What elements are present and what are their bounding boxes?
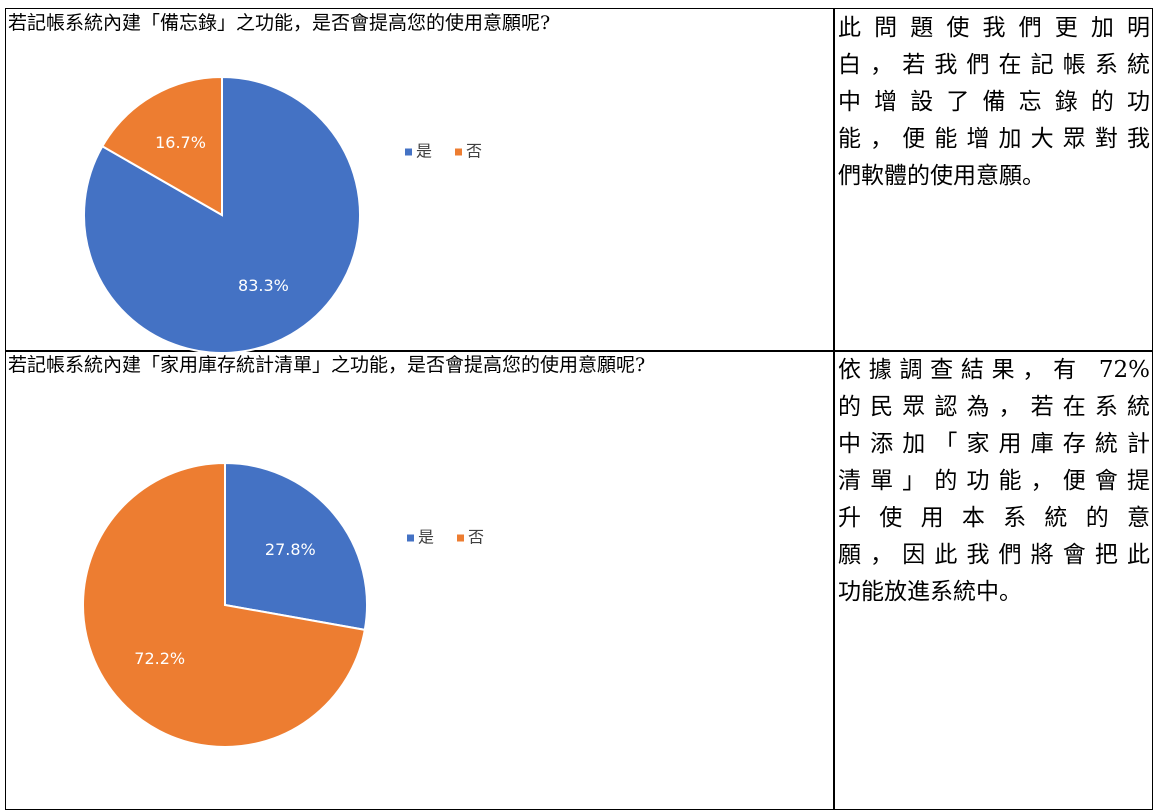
table-cell — [833, 8, 1153, 352]
comment-line: 能，便能增加大眾對我 — [838, 126, 1150, 152]
comment-line: 願，因此我們將會把此 — [838, 542, 1150, 568]
pie-slice — [100, 75, 223, 217]
comment-line: 白，若我們在記帳系統 — [838, 52, 1150, 78]
question: 若記帳系統內建「家用庫存統計清單」之功能，是否會提高您的使用意願呢? — [8, 354, 646, 376]
comment-line: 的民眾認為，若在系統 — [838, 394, 1150, 420]
data-label: 72.2% — [134, 649, 185, 668]
legend-label: 是 — [416, 142, 432, 161]
comment-line: 清單」的功能，便會提 — [838, 468, 1150, 494]
legend-marker — [457, 534, 464, 542]
comment-line: 功能放進系統中。 — [838, 579, 1022, 605]
comment-line: 升使用本系統的意 — [838, 505, 1150, 531]
data-label: 27.8% — [265, 540, 316, 559]
pie-slice — [82, 461, 366, 748]
data-label: 16.7% — [155, 133, 206, 152]
comment-line: 此問題使我們更加明 — [838, 15, 1150, 41]
question: 若記帳系統內建「備忘錄」之功能，是否會提高您的使用意願呢? — [8, 12, 551, 34]
table-cell — [5, 8, 835, 352]
comment-line: 中增設了備忘錄的功 — [838, 89, 1150, 115]
legend-marker — [407, 534, 414, 542]
comment-line: 們軟體的使用意願。 — [838, 163, 1045, 189]
legend-marker — [455, 148, 462, 156]
comment: 此問題使我們更加明 白，若我們在記帳系統 中增設了備忘錄的功 能，便能增加大眾對我 們軟… — [838, 10, 1150, 195]
legend-marker — [405, 148, 412, 156]
legend-label: 否 — [466, 142, 482, 161]
pie-slice — [224, 461, 368, 632]
legend-label: 否 — [468, 528, 484, 547]
comment: 依據調查結果，有 72% 的民眾認為，若在系統 中添加「家用庫存統計 清單」的功能，便… — [838, 352, 1150, 611]
charts: 83.3%16.7% 是否27.8%72.2%是否 — [82, 75, 484, 748]
data-label: 83.3% — [238, 276, 289, 295]
legend-label: 是 — [418, 528, 434, 547]
comment-line: 依據調查結果，有 72% — [838, 357, 1150, 383]
comment-line: 中添加「家用庫存統計 — [838, 431, 1150, 457]
